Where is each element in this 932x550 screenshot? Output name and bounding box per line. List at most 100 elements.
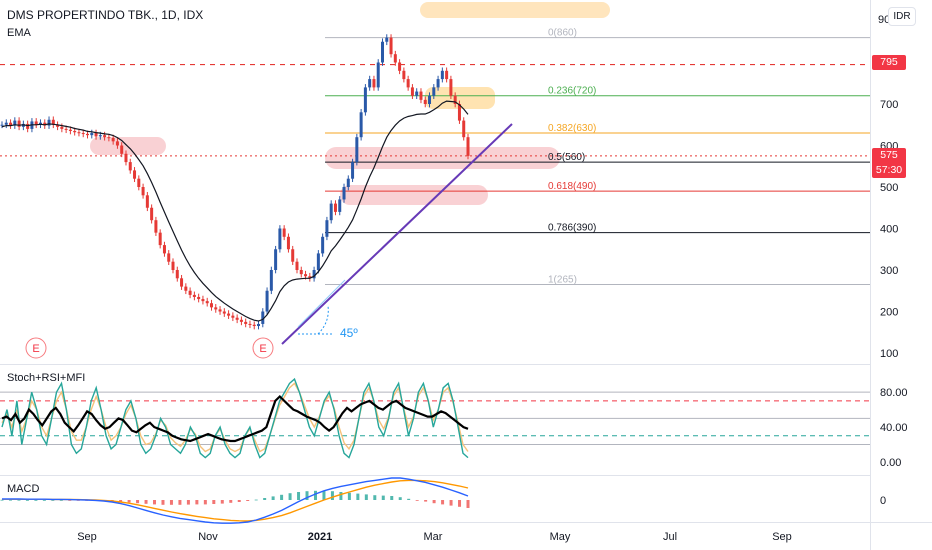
candle-body (158, 232, 162, 246)
top-highlight-marker (420, 2, 610, 18)
price-tick-label: 700 (880, 99, 898, 111)
macd-histogram-bar (178, 500, 182, 505)
currency-badge[interactable]: IDR (888, 7, 916, 26)
earnings-marker-2[interactable]: E (252, 337, 274, 359)
oscillator-levels (0, 391, 870, 446)
candle-body (133, 170, 137, 179)
candle-body (26, 123, 30, 129)
macd-histogram-bar (8, 499, 12, 501)
candle-body (124, 153, 128, 163)
candle-body (141, 187, 145, 196)
candle-body (466, 137, 470, 156)
candle-body (111, 138, 115, 142)
macd-histogram-bar (153, 500, 157, 505)
candle-body (351, 162, 355, 179)
macd-histogram-bar (288, 493, 292, 500)
candle-body (51, 119, 55, 125)
candle-body (77, 132, 81, 134)
macd-histogram-bar (322, 490, 326, 500)
candle-body (402, 70, 406, 80)
macd-tick-label: 0 (880, 495, 886, 507)
macd-series-line (2, 479, 469, 522)
candle-body (214, 307, 218, 310)
macd-histogram-bar (0, 499, 4, 501)
candle-body (419, 91, 423, 100)
oscillator-tick-label: 80.00 (880, 387, 908, 399)
price-tick-label: 300 (880, 265, 898, 277)
indicator-stoch-label[interactable]: Stoch+RSI+MFI (7, 372, 86, 384)
candle-body (389, 37, 393, 55)
candle-body (286, 236, 290, 250)
indicator-ema-label[interactable]: EMA (7, 27, 31, 39)
candle-body (128, 162, 132, 171)
angle-ray (297, 279, 346, 328)
candle-body (291, 249, 295, 262)
candle-body (239, 319, 243, 322)
price-tick-label: 200 (880, 307, 898, 319)
macd-histogram-bar (68, 500, 72, 501)
trendline-support[interactable] (281, 123, 513, 345)
candle-body (440, 70, 444, 80)
price-tick-label: 100 (880, 348, 898, 360)
macd-histogram-bar (398, 497, 402, 500)
time-tick-label: May (550, 531, 571, 543)
macd-histogram-bar (271, 496, 275, 500)
candle-body (355, 137, 359, 163)
candle-body (137, 178, 141, 187)
candle-body (188, 290, 192, 295)
candle-body (167, 253, 171, 262)
angle-label: 45º (340, 326, 358, 340)
candle-body (180, 278, 184, 287)
macd-histogram-bar (186, 500, 190, 505)
macd-histogram-bar (136, 500, 140, 504)
macd-histogram-bar (25, 500, 29, 501)
candle-body (17, 120, 21, 127)
time-axis[interactable]: Sep Nov 2021 Mar May Jul Sep (77, 531, 792, 543)
oscillator-axis[interactable]: 80.00 40.00 0.00 (880, 387, 908, 469)
candle-body (261, 311, 265, 324)
fibonacci-retracement[interactable]: 0(860) 0.236(720) 0.382(630) 0.5(560) 0.618(… (325, 28, 870, 286)
macd-axis[interactable]: 0 (880, 495, 886, 507)
macd-histogram-bar (144, 500, 148, 504)
candle-body (205, 301, 209, 304)
candle-body (209, 303, 213, 308)
fib-level-label: 0.382(630) (548, 123, 596, 134)
macd-histogram-bar (364, 494, 368, 500)
macd-lines (2, 477, 469, 524)
macd-histogram-bar (51, 500, 55, 501)
candle-body (299, 270, 303, 275)
macd-histogram-bar (34, 500, 38, 501)
candle-body (333, 203, 337, 212)
candle-body (393, 54, 397, 63)
candle-body (184, 286, 188, 291)
macd-histogram-bar (203, 500, 207, 505)
macd-histogram-bar (424, 500, 428, 502)
candle-body (120, 145, 124, 154)
indicator-macd-label[interactable]: MACD (7, 483, 40, 495)
candle-body (235, 317, 239, 320)
candle-body (13, 120, 17, 126)
macd-histogram-bar (347, 492, 351, 500)
candle-body (304, 274, 308, 277)
macd-histogram-bar (339, 492, 343, 500)
macd-histogram-bar (449, 500, 453, 506)
current-price-tag: 575 (872, 148, 906, 163)
candle-body (385, 37, 389, 42)
candle-body (98, 135, 102, 137)
earnings-marker-label: E (259, 343, 266, 355)
oscillator-tick-label: 0.00 (880, 457, 901, 469)
macd-histogram-bar (441, 500, 445, 505)
time-tick-label: Mar (424, 531, 443, 543)
candle-body (329, 203, 333, 221)
macd-histogram-bar (161, 500, 165, 505)
candle-body (398, 62, 402, 71)
macd-histogram-bar (458, 500, 462, 507)
time-tick-label: Jul (663, 531, 677, 543)
macd-histogram-bar (330, 491, 334, 500)
candle-body (192, 294, 196, 297)
macd-histogram-bar (373, 495, 377, 500)
earnings-marker-1[interactable]: E (25, 337, 47, 359)
macd-histogram-bar (169, 500, 173, 505)
